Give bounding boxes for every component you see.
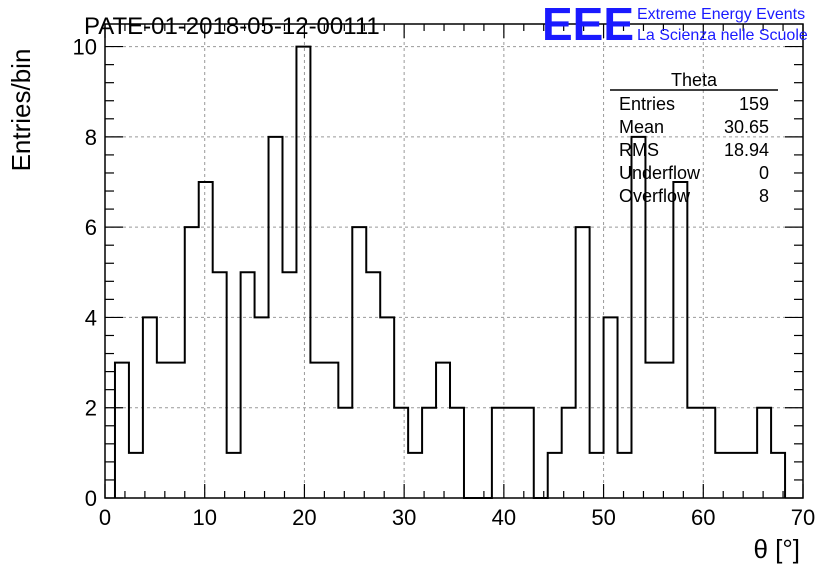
stats-value-entries: 159: [739, 94, 769, 114]
plot-frame: [104, 23, 804, 499]
x-tick-label: 0: [99, 505, 111, 530]
y-tick-label: 6: [85, 215, 97, 240]
stats-value-rms: 18.94: [724, 140, 769, 160]
axis-ticks: 0 10 20 30 40 50 60 70 0 2 4 6 8 10: [73, 24, 815, 530]
y-axis-label: Entries/bin: [6, 49, 36, 172]
logo-line-1: Extreme Energy Events: [637, 6, 805, 23]
x-tick-label: 10: [192, 505, 216, 530]
x-axis-label: θ [°]: [753, 534, 800, 564]
stats-label-underflow: Underflow: [619, 163, 701, 183]
y-tick-label: 0: [85, 486, 97, 511]
x-tick-label: 30: [392, 505, 416, 530]
y-tick-label: 4: [85, 305, 97, 330]
y-tick-label: 10: [73, 35, 97, 60]
y-tick-label: 8: [85, 125, 97, 150]
x-tick-label: 50: [591, 505, 615, 530]
stats-title: Theta: [671, 70, 718, 90]
stats-label-mean: Mean: [619, 117, 664, 137]
histogram-line: [113, 45, 787, 499]
grid: [105, 24, 803, 498]
stats-value-underflow: 0: [759, 163, 769, 183]
chart-title: PATE-01-2018-05-12-00111: [84, 13, 380, 40]
stats-box: Theta Entries 159 Mean 30.65 RMS 18.94 U…: [610, 70, 778, 206]
x-tick-label: 20: [292, 505, 316, 530]
y-tick-label: 2: [85, 396, 97, 421]
x-tick-label: 70: [791, 505, 815, 530]
stats-value-mean: 30.65: [724, 117, 769, 137]
logo-line-2: La Scienza nelle Scuole: [637, 27, 808, 44]
x-tick-label: 40: [492, 505, 516, 530]
eee-logo: EEE: [542, 0, 634, 50]
stats-label-overflow: Overflow: [619, 186, 691, 206]
stats-value-overflow: 8: [759, 186, 769, 206]
stats-label-rms: RMS: [619, 140, 659, 160]
x-tick-label: 60: [691, 505, 715, 530]
stats-label-entries: Entries: [619, 94, 675, 114]
